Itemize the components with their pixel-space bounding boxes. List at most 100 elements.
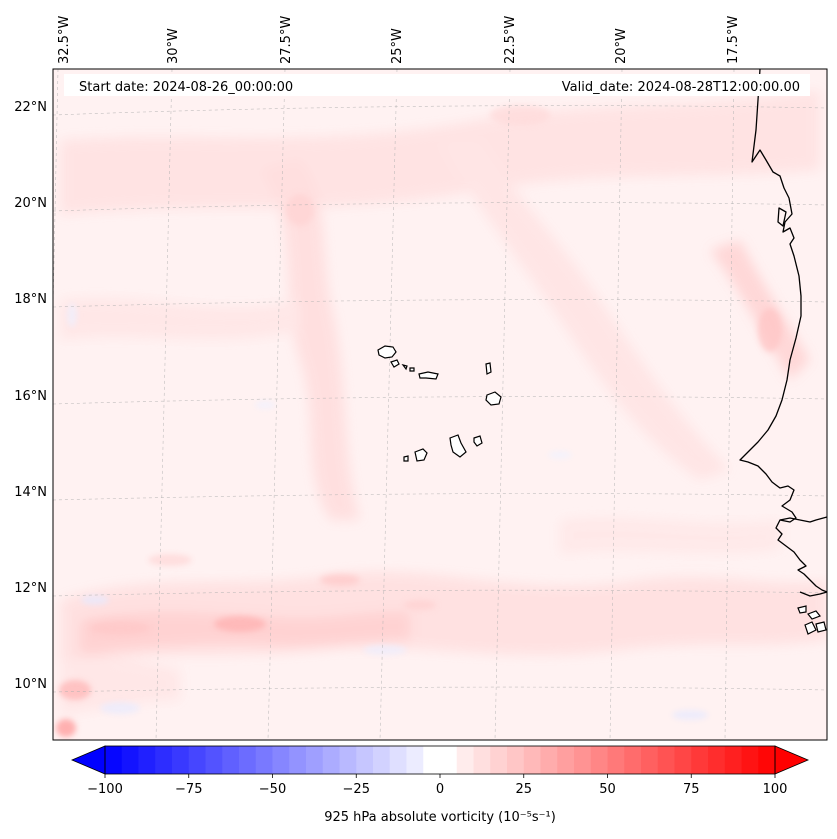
longitude-labels: 32.5°W 30°W 27.5°W 25°W 22.5°W 20°W 17.5… — [57, 16, 741, 64]
bijagos-island-4 — [815, 621, 827, 633]
colorbar-segment — [121, 746, 139, 774]
lon-label: 30°W — [166, 28, 181, 64]
lon-label: 22.5°W — [503, 16, 518, 64]
cape-verde-islands — [377, 345, 502, 462]
lat-label: 14°N — [14, 485, 47, 500]
lon-label: 25°W — [390, 28, 405, 64]
colorbar-segment — [339, 746, 357, 774]
colorbar-segment — [138, 746, 156, 774]
sao-nicolau-island-west — [409, 367, 415, 372]
colorbar-segment — [105, 746, 123, 774]
lat-label: 20°N — [14, 196, 47, 211]
colorbar-segment — [523, 746, 541, 774]
lat-label: 16°N — [14, 389, 47, 404]
santiago-island — [449, 434, 467, 458]
colorbar-ticks: −100 −75 −50 −25 0 25 50 75 100 — [87, 774, 787, 797]
lat-label: 18°N — [14, 292, 47, 307]
colorbar-segment — [540, 746, 558, 774]
santa-luzia-island — [401, 364, 408, 371]
colorbar-segment — [205, 746, 223, 774]
colorbar-segment — [590, 746, 608, 774]
colorbar-segment — [423, 746, 441, 774]
colorbar-segment — [406, 746, 424, 774]
colorbar-tick-label: −75 — [175, 782, 202, 797]
colorbar-segment — [306, 746, 324, 774]
map-panel: Start date: 2024-08-26_00:00:00 Valid_da… — [52, 68, 828, 741]
colorbar-segment — [557, 746, 575, 774]
colorbar-extend-max — [774, 745, 810, 775]
colorbar-segment — [373, 746, 391, 774]
date-header-band — [64, 74, 810, 96]
maio-island — [473, 435, 483, 447]
colorbar-segment — [188, 746, 206, 774]
colorbar-segment — [440, 746, 458, 774]
colorbar-segment — [490, 746, 508, 774]
colorbar-segment — [708, 746, 726, 774]
colorbar-tick-label: 75 — [683, 782, 700, 797]
colorbar-segment — [239, 746, 257, 774]
colorbar-segment — [607, 746, 625, 774]
sal-island — [485, 362, 492, 375]
colorbar-tick-label: 0 — [436, 782, 444, 797]
lon-label: 32.5°W — [57, 16, 72, 64]
colorbar-segment — [624, 746, 642, 774]
colorbar-tick-label: −50 — [259, 782, 286, 797]
graticule — [53, 69, 827, 740]
colorbar-tick-label: −100 — [87, 782, 123, 797]
lon-label: 17.5°W — [726, 16, 741, 64]
colorbar-segment — [691, 746, 709, 774]
colorbar-segment — [674, 746, 692, 774]
colorbar-extend-min — [70, 745, 106, 775]
colorbar-tick-label: 100 — [763, 782, 788, 797]
lon-label: 27.5°W — [279, 16, 294, 64]
bijagos-island-3 — [804, 621, 817, 635]
colorbar-segment — [389, 746, 407, 774]
colorbar-segment — [507, 746, 525, 774]
valid-date-label: Valid_date: 2024-08-28T12:00:00.00 — [562, 80, 800, 95]
colorbar-segment — [356, 746, 374, 774]
west-africa-coastline — [739, 68, 828, 593]
colorbar-segment — [741, 746, 759, 774]
colorbar-segments — [105, 746, 776, 774]
latitude-labels: 22°N 20°N 18°N 16°N 14°N 12°N 10°N — [14, 100, 47, 692]
gambia-river-outline — [779, 516, 828, 523]
colorbar-tick-label: 50 — [599, 782, 616, 797]
colorbar-segment — [155, 746, 173, 774]
colorbar-segment — [289, 746, 307, 774]
colorbar-segment — [724, 746, 742, 774]
africa-coastline — [739, 68, 828, 635]
sao-nicolau-island — [418, 371, 439, 380]
colorbar-segment — [574, 746, 592, 774]
map-frame — [52, 68, 828, 741]
bijagos-island-2 — [807, 610, 821, 620]
sao-vicente-island — [390, 359, 400, 368]
colorbar-segment — [272, 746, 290, 774]
colorbar-segment — [255, 746, 273, 774]
colorbar-tick-label: −25 — [343, 782, 370, 797]
banc-d-arguin-outline — [777, 207, 787, 227]
colorbar-label: 925 hPa absolute vorticity (10⁻⁵s⁻¹) — [324, 810, 556, 825]
colorbar-tick-label: 25 — [515, 782, 532, 797]
lat-label: 12°N — [14, 581, 47, 596]
colorbar-segment — [473, 746, 491, 774]
colorbar-segment — [758, 746, 776, 774]
fogo-island — [414, 448, 428, 462]
colorbar-segment — [657, 746, 675, 774]
colorbar-segment — [322, 746, 340, 774]
lat-label: 10°N — [14, 677, 47, 692]
boa-vista-island — [485, 391, 502, 406]
brava-island — [403, 455, 409, 462]
lat-label: 22°N — [14, 100, 47, 115]
start-date-label: Start date: 2024-08-26_00:00:00 — [79, 80, 293, 95]
bijagos-coast-outline — [799, 591, 828, 597]
santo-antao-island — [377, 345, 397, 359]
lon-label: 20°W — [614, 28, 629, 64]
colorbar-segment — [641, 746, 659, 774]
colorbar-segment — [456, 746, 474, 774]
bijagos-island-1 — [797, 605, 807, 614]
colorbar-segment — [172, 746, 190, 774]
vorticity-field — [53, 69, 827, 740]
colorbar-segment — [222, 746, 240, 774]
colorbar: −100 −75 −50 −25 0 25 50 75 100 925 hPa absolute… — [70, 745, 810, 825]
